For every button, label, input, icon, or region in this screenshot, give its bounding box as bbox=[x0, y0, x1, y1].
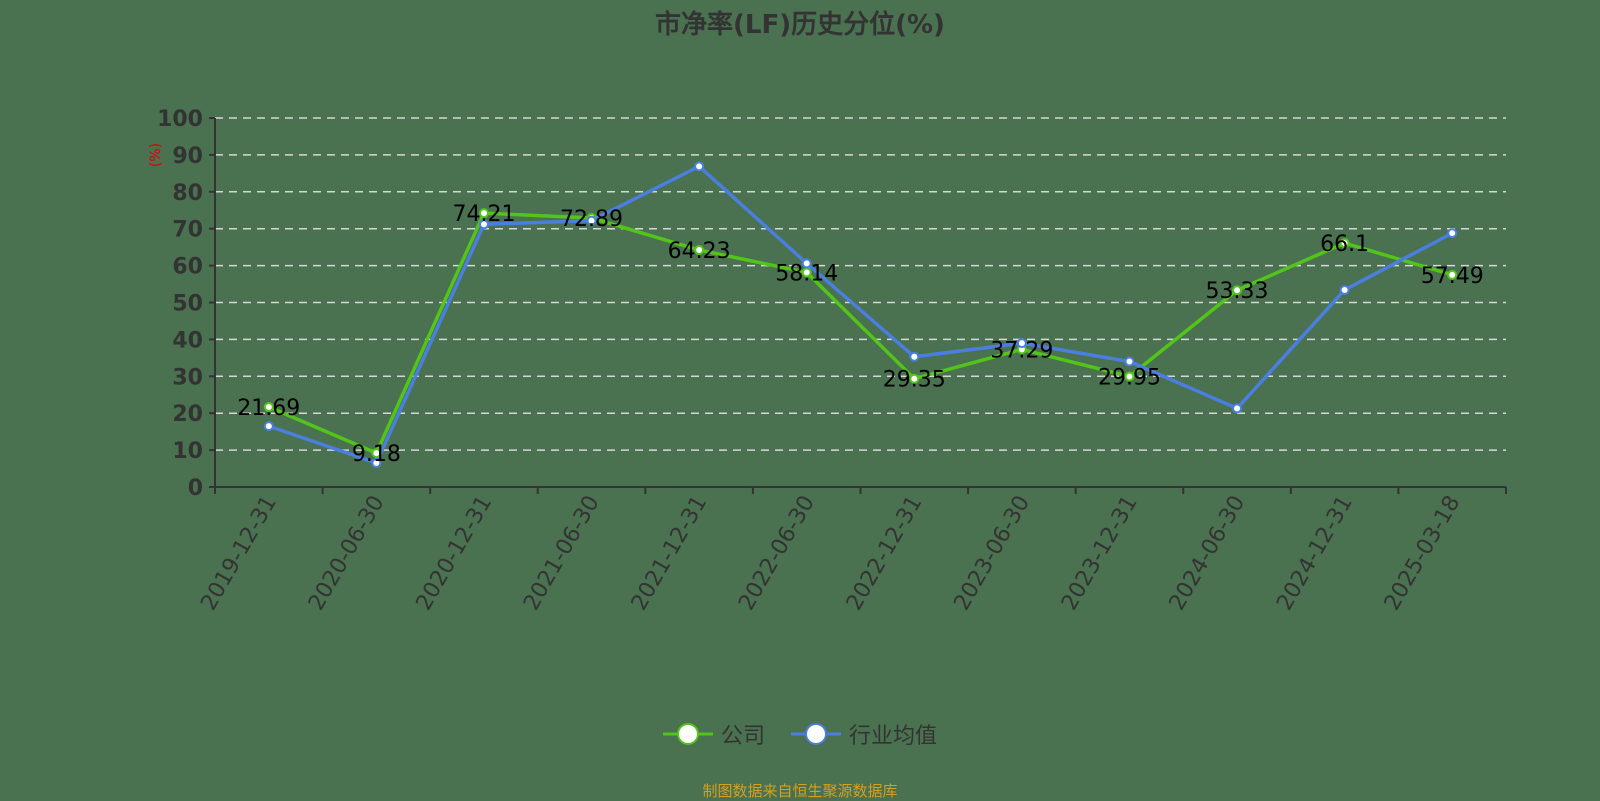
grid-lines bbox=[215, 117, 1506, 451]
data-point[interactable] bbox=[1339, 284, 1350, 295]
data-point[interactable] bbox=[586, 215, 597, 226]
line-chart: 0 10 20 30 40 50 60 70 80 90 100 (%) 2019-12-31 2020… bbox=[148, 107, 1507, 615]
legend-label: 公司 bbox=[720, 724, 765, 749]
y-tick-label: 80 bbox=[172, 181, 203, 206]
data-point[interactable] bbox=[1232, 403, 1243, 414]
data-point[interactable] bbox=[263, 421, 274, 432]
y-tick-label: 40 bbox=[172, 328, 203, 353]
series-line bbox=[268, 211, 1453, 456]
data-point[interactable] bbox=[801, 258, 812, 269]
data-point[interactable] bbox=[909, 373, 920, 384]
chart-title: 市净率(LF)历史分位(%) bbox=[655, 10, 945, 40]
x-tick-label: 2022-12-31 bbox=[842, 492, 928, 615]
data-label: 58.14 bbox=[775, 261, 838, 286]
data-labels: 21.69 9.18 74.21 72.89 64.23 58.14 29.35 37.29 2… bbox=[237, 202, 1483, 467]
data-label: 66.1 bbox=[1320, 232, 1369, 257]
data-point[interactable] bbox=[1447, 228, 1458, 239]
data-label: 29.95 bbox=[1098, 365, 1161, 390]
x-tick-label: 2021-06-30 bbox=[519, 492, 605, 615]
y-axis: 0 10 20 30 40 50 60 70 80 90 100 (%) bbox=[148, 107, 216, 501]
legend-item-industry-avg[interactable]: 行业均值 bbox=[791, 718, 937, 750]
x-tick-label: 2022-06-30 bbox=[734, 492, 820, 615]
data-point[interactable] bbox=[1447, 269, 1458, 280]
data-label: 74.21 bbox=[452, 202, 515, 227]
data-label: 21.69 bbox=[237, 396, 300, 421]
legend-label: 行业均值 bbox=[849, 724, 938, 749]
data-point[interactable] bbox=[478, 208, 489, 219]
y-tick-label: 10 bbox=[172, 439, 203, 464]
data-point[interactable] bbox=[1124, 356, 1135, 367]
y-tick-label: 70 bbox=[172, 218, 203, 243]
data-point[interactable] bbox=[371, 458, 382, 469]
x-tick-label: 2025-03-18 bbox=[1380, 492, 1466, 615]
data-point[interactable] bbox=[1339, 238, 1350, 249]
legend-marker-icon bbox=[791, 723, 841, 745]
x-tick-label: 2024-12-31 bbox=[1272, 492, 1358, 615]
data-point[interactable] bbox=[371, 448, 382, 459]
y-tick-label: 50 bbox=[172, 292, 203, 317]
y-tick-label: 60 bbox=[172, 255, 203, 280]
data-label: 64.23 bbox=[668, 239, 731, 264]
x-tick-label: 2020-12-31 bbox=[412, 492, 498, 615]
legend: 公司 行业均值 bbox=[0, 718, 1600, 750]
data-label: 29.35 bbox=[883, 368, 946, 393]
data-label: 53.33 bbox=[1206, 279, 1269, 304]
data-label: 72.89 bbox=[560, 207, 623, 232]
y-tick-label: 100 bbox=[157, 107, 203, 132]
x-tick-label: 2021-12-31 bbox=[627, 492, 713, 615]
x-tick-label: 2020-06-30 bbox=[304, 492, 390, 615]
data-point[interactable] bbox=[1124, 371, 1135, 382]
y-tick-label: 90 bbox=[172, 144, 203, 169]
y-tick-label: 20 bbox=[172, 402, 203, 427]
data-point[interactable] bbox=[801, 267, 812, 278]
data-label: 57.49 bbox=[1421, 264, 1484, 289]
y-axis-label: (%) bbox=[148, 143, 164, 167]
x-tick-label: 2024-06-30 bbox=[1165, 492, 1251, 615]
x-axis: 2019-12-31 2020-06-30 2020-12-31 2021-06-30… bbox=[196, 486, 1507, 615]
x-tick-label: 2023-12-31 bbox=[1057, 492, 1143, 615]
data-label: 9.18 bbox=[352, 442, 401, 467]
x-tick-label: 2023-06-30 bbox=[949, 492, 1035, 615]
data-point[interactable] bbox=[478, 219, 489, 230]
series-line bbox=[268, 164, 1454, 466]
data-point[interactable] bbox=[694, 161, 705, 172]
data-point[interactable] bbox=[694, 244, 705, 255]
data-point[interactable] bbox=[909, 351, 920, 362]
series-lines bbox=[263, 161, 1458, 469]
legend-item-company[interactable]: 公司 bbox=[662, 718, 765, 750]
data-source-note: 制图数据来自恒生聚源数据库 bbox=[702, 782, 898, 800]
data-point[interactable] bbox=[263, 401, 274, 412]
legend-marker-icon bbox=[662, 723, 713, 745]
y-tick-label: 30 bbox=[172, 365, 203, 390]
data-label: 37.29 bbox=[990, 338, 1053, 363]
data-point[interactable] bbox=[1232, 285, 1243, 296]
y-tick-label: 0 bbox=[188, 476, 203, 501]
x-tick-label: 2019-12-31 bbox=[196, 492, 282, 615]
data-point[interactable] bbox=[1016, 338, 1027, 349]
